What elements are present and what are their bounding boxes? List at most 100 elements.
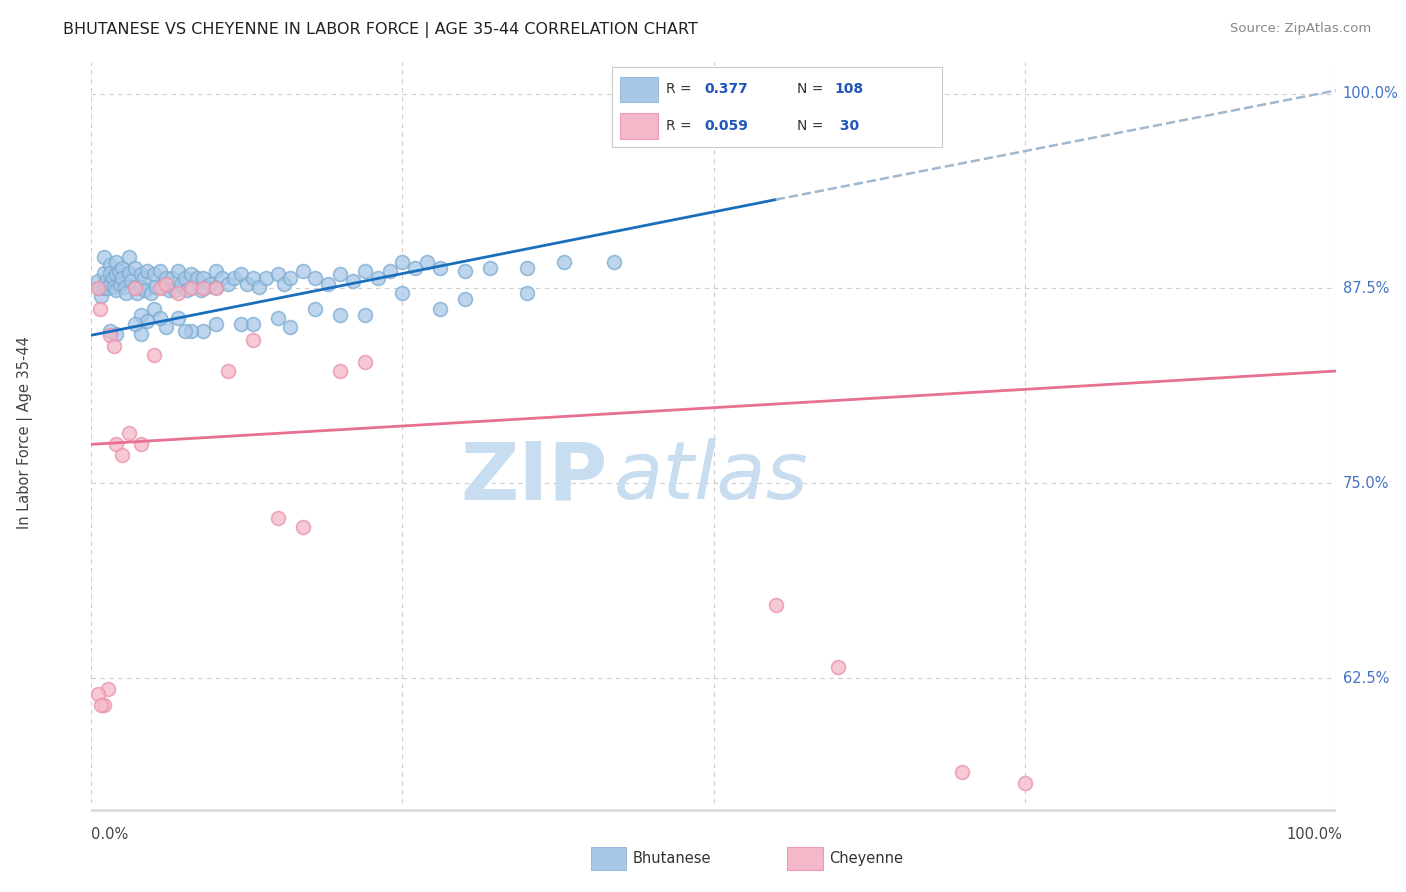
Point [149, 264, 172, 278]
Point [149, 281, 172, 295]
Point [149, 311, 172, 326]
Point [205, 280, 228, 294]
Point [291, 264, 314, 278]
FancyBboxPatch shape [620, 113, 658, 139]
Point [316, 277, 339, 291]
Point [127, 286, 149, 301]
Text: Cheyenne: Cheyenne [830, 851, 904, 865]
Point [205, 281, 228, 295]
Text: 87.5%: 87.5% [1343, 281, 1389, 296]
Point [163, 283, 186, 297]
Text: 100.0%: 100.0% [1286, 827, 1343, 841]
Point [378, 264, 401, 278]
Point [176, 283, 198, 297]
Point [267, 311, 290, 326]
Point [101, 270, 124, 285]
Point [157, 283, 180, 297]
Point [267, 268, 290, 282]
Point [115, 286, 138, 301]
Point [129, 268, 152, 282]
Point [105, 326, 128, 341]
Point [183, 280, 205, 294]
Text: 0.377: 0.377 [704, 82, 748, 96]
Point [96, 274, 118, 288]
Point [114, 280, 136, 294]
Point [247, 280, 270, 294]
Point [97, 281, 120, 295]
Point [118, 266, 141, 280]
Point [291, 520, 314, 534]
Text: 108: 108 [835, 82, 863, 96]
Point [429, 301, 451, 316]
Point [180, 268, 202, 282]
Point [765, 598, 787, 612]
Point [217, 277, 239, 291]
Point [229, 268, 252, 282]
Point [194, 280, 217, 294]
Point [167, 286, 190, 301]
Point [404, 261, 426, 276]
Point [129, 308, 152, 322]
Point [98, 266, 121, 280]
Text: N =: N = [797, 120, 827, 133]
Point [205, 318, 228, 332]
Point [97, 681, 120, 696]
Point [242, 333, 264, 347]
Point [254, 270, 277, 285]
Point [193, 324, 215, 338]
Point [173, 324, 195, 338]
Text: R =: R = [666, 82, 696, 96]
Point [167, 264, 190, 278]
Point [89, 301, 111, 316]
Point [86, 274, 108, 288]
Point [86, 281, 108, 295]
Point [280, 270, 302, 285]
Point [136, 314, 159, 328]
Point [90, 698, 112, 712]
Point [124, 261, 146, 276]
Point [180, 281, 202, 295]
Point [150, 280, 173, 294]
Text: BHUTANESE VS CHEYENNE IN LABOR FORCE | AGE 35-44 CORRELATION CHART: BHUTANESE VS CHEYENNE IN LABOR FORCE | A… [63, 22, 699, 38]
Point [108, 277, 131, 291]
Point [111, 448, 134, 462]
Point [124, 281, 146, 295]
Point [453, 293, 475, 307]
Point [229, 318, 252, 332]
Point [453, 264, 475, 278]
Point [304, 270, 326, 285]
Point [90, 289, 112, 303]
Point [342, 274, 364, 288]
Point [142, 268, 165, 282]
Point [93, 698, 115, 712]
Point [429, 261, 451, 276]
Point [98, 277, 121, 291]
Point [1014, 775, 1036, 789]
Text: 75.0%: 75.0% [1343, 475, 1389, 491]
Point [118, 250, 141, 264]
Point [124, 318, 146, 332]
Point [129, 326, 152, 341]
Point [827, 660, 849, 674]
Text: 0.059: 0.059 [704, 120, 748, 133]
Point [516, 261, 538, 276]
Text: atlas: atlas [614, 438, 808, 516]
Point [105, 268, 128, 282]
Point [136, 264, 159, 278]
Point [198, 277, 221, 291]
Point [354, 354, 377, 368]
Text: N =: N = [797, 82, 827, 96]
Point [180, 324, 202, 338]
Point [193, 281, 215, 295]
Point [205, 264, 228, 278]
Point [603, 255, 626, 269]
Point [242, 318, 264, 332]
Point [129, 437, 152, 451]
Text: Source: ZipAtlas.com: Source: ZipAtlas.com [1230, 22, 1371, 36]
Point [103, 339, 125, 353]
Text: 0.0%: 0.0% [91, 827, 128, 841]
Point [217, 364, 239, 378]
Point [107, 264, 129, 278]
Point [105, 283, 128, 297]
Point [103, 280, 125, 294]
